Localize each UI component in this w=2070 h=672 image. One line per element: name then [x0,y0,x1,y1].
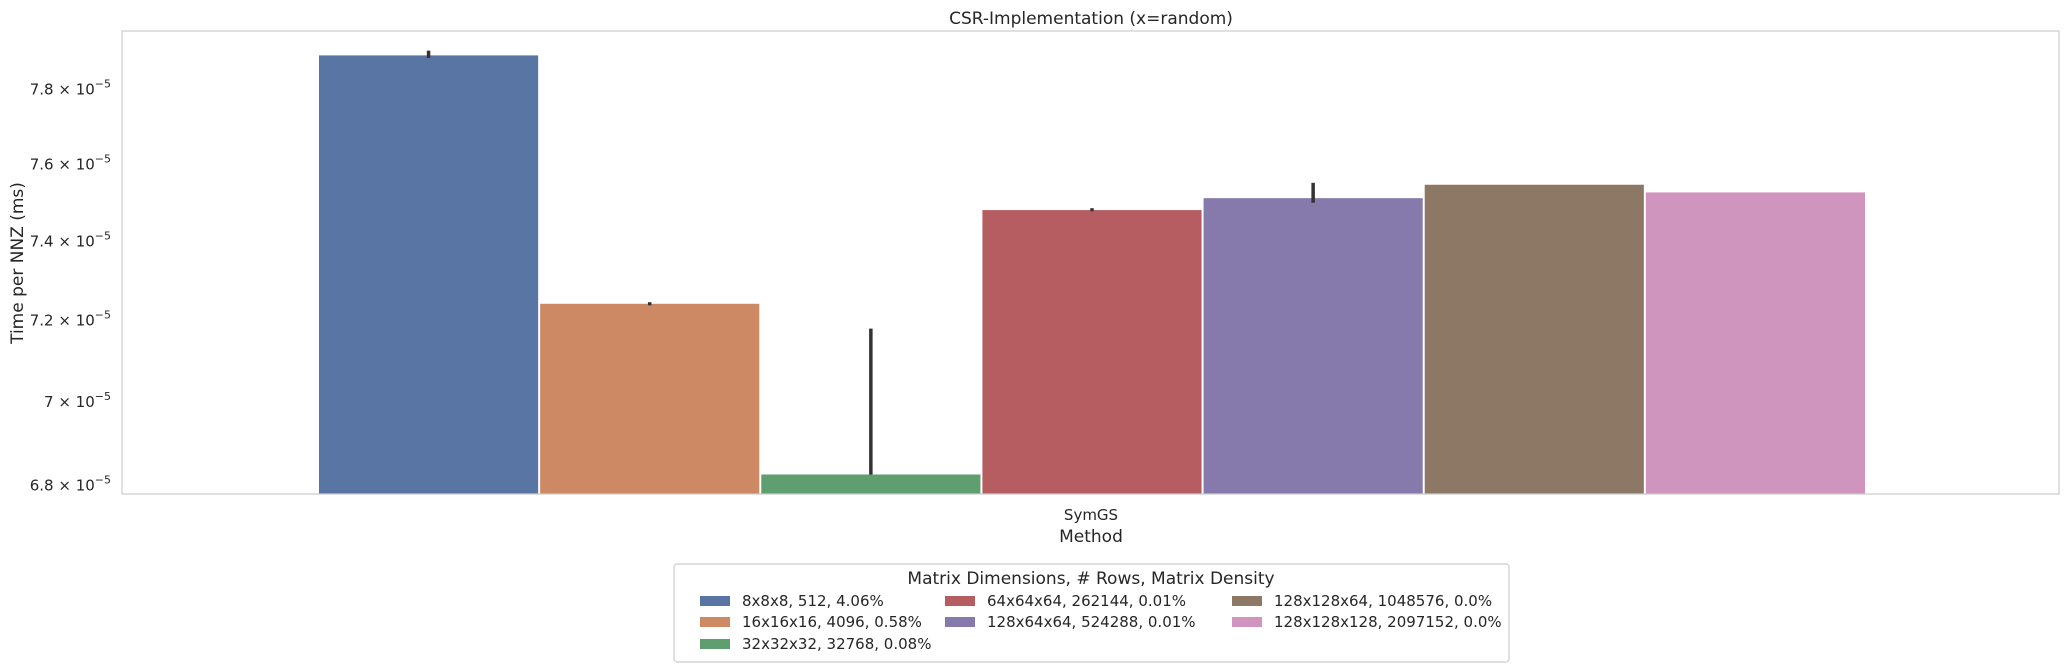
legend-label: 128x64x64, 524288, 0.01% [987,613,1196,631]
legend-label: 64x64x64, 262144, 0.01% [987,592,1186,610]
x-axis-label: Method [1059,527,1123,547]
legend-item-8x8x8-512-4-06: 8x8x8, 512, 4.06% [700,592,884,610]
bar-16x16x16-4096-0-58 [540,303,760,494]
y-tick-label: 7 × 10−5 [44,390,111,411]
legend-item-32x32x32-32768-0-08: 32x32x32, 32768, 0.08% [700,635,931,653]
legend-item-128x64x64-524288-0-01: 128x64x64, 524288, 0.01% [945,613,1196,631]
legend-items: 8x8x8, 512, 4.06% 16x16x16, 4096, 0.58% 32… [700,592,1502,653]
y-tick-label: 7.4 × 10−5 [30,230,111,251]
legend-box [673,563,1510,663]
bars-layer [319,55,1865,494]
bar-128x64x64-524288-0-01 [1203,198,1423,494]
chart-title: CSR-Implementation (x=random) [949,9,1233,29]
legend-item-64x64x64-262144-0-01: 64x64x64, 262144, 0.01% [945,592,1186,610]
x-tick-label-symgs: SymGS [1064,506,1118,524]
error-bars-layer [426,50,1315,475]
y-tick-label: 6.8 × 10−5 [30,474,111,495]
legend-label: 128x128x128, 2097152, 0.0% [1274,613,1502,631]
legend-swatch [700,639,730,649]
legend-item-128x128x128-2097152-0-0: 128x128x128, 2097152, 0.0% [1232,613,1502,631]
y-tick-label: 7.2 × 10−5 [30,309,111,330]
legend-swatch [1232,596,1262,606]
legend-title: Matrix Dimensions, # Rows, Matrix Densit… [907,569,1274,589]
y-tick-labels: 6.8 × 10−5 7 × 10−5 7.2 × 10−5 7.4 × 10−5 7.… [30,78,111,495]
legend-swatch [700,596,730,606]
bar-8x8x8-512-4-06 [319,55,539,494]
legend: Matrix Dimensions, # Rows, Matrix Densit… [673,563,1510,663]
legend-label: 32x32x32, 32768, 0.08% [742,635,931,653]
y-tick-label: 7.6 × 10−5 [30,153,111,174]
legend-label: 128x128x64, 1048576, 0.0% [1274,592,1492,610]
legend-swatch [1232,617,1262,627]
y-tick-label: 7.8 × 10−5 [30,78,111,99]
bar-128x128x64-1048576-0-0 [1424,184,1644,494]
legend-swatch [700,617,730,627]
legend-item-16x16x16-4096-0-58: 16x16x16, 4096, 0.58% [700,613,922,631]
bar-64x64x64-262144-0-01 [982,210,1202,494]
bar-128x128x128-2097152-0-0 [1645,192,1865,494]
legend-swatch [945,617,975,627]
y-axis-label: Time per NNZ (ms) [8,182,28,345]
legend-item-128x128x64-1048576-0-0: 128x128x64, 1048576, 0.0% [1232,592,1492,610]
legend-label: 16x16x16, 4096, 0.58% [742,613,922,631]
legend-label: 8x8x8, 512, 4.06% [742,592,884,610]
plot-frame [121,30,2060,495]
bar-32x32x32-32768-0-08 [761,474,981,494]
legend-swatch [945,596,975,606]
